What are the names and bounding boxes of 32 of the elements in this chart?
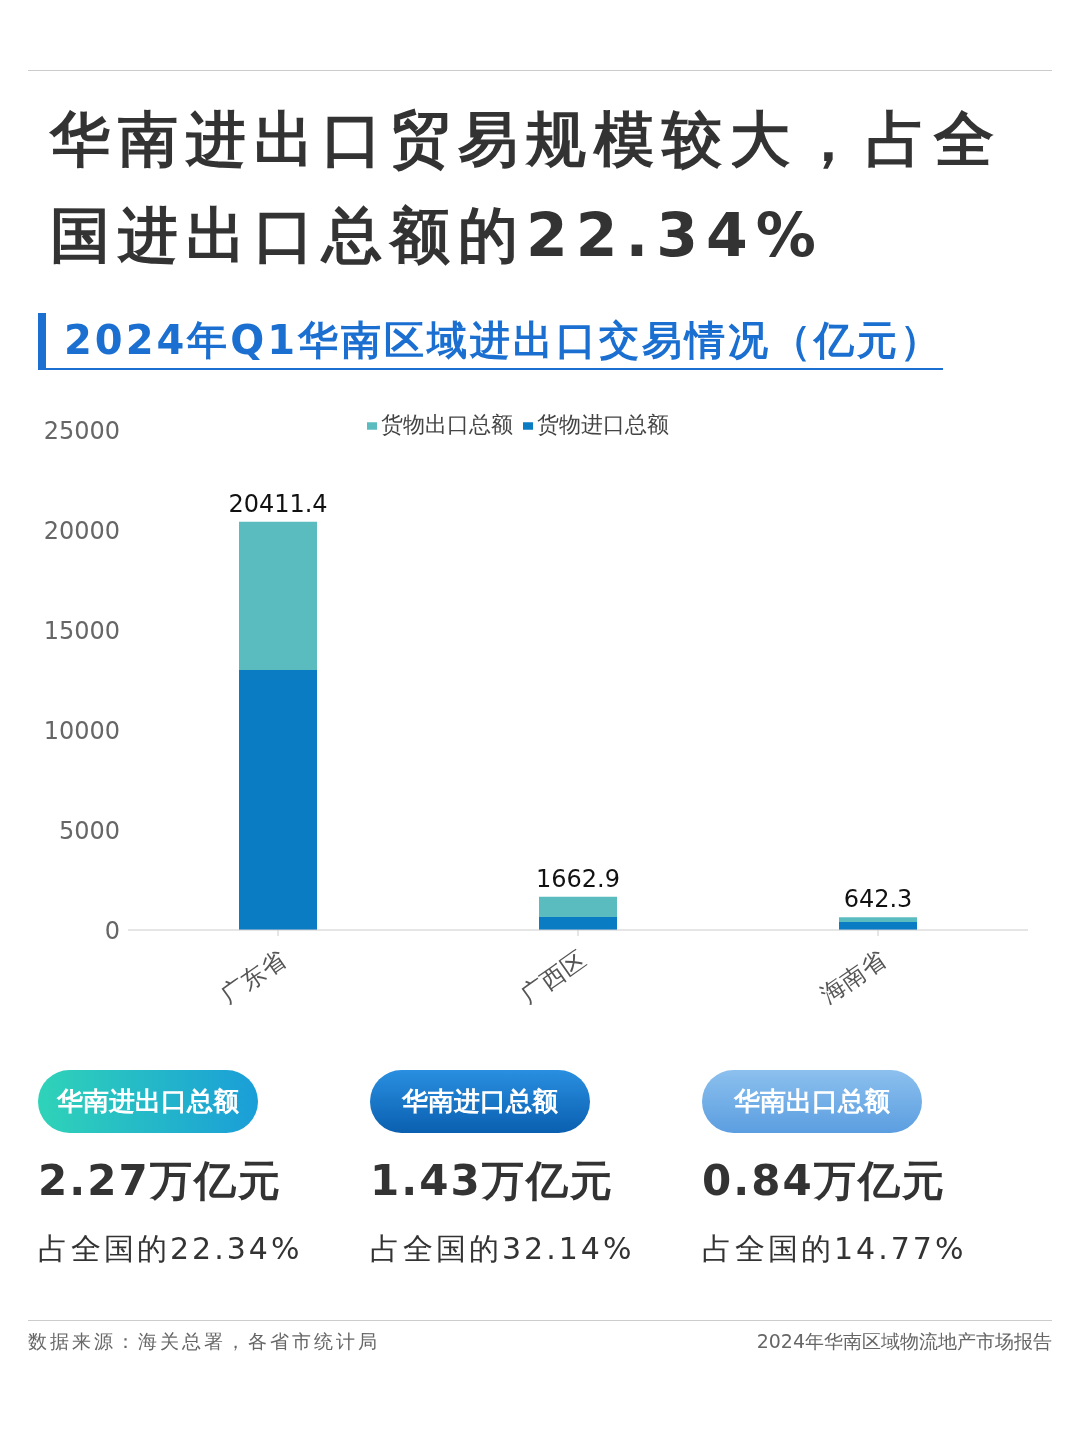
text: 0.84万亿元 bbox=[702, 1155, 947, 1207]
y-tick-label: 5000 bbox=[58, 816, 120, 845]
y-tick-label: 10000 bbox=[43, 716, 120, 745]
y-tick-label: 25000 bbox=[43, 416, 120, 445]
total-label: 20411.4 bbox=[228, 489, 328, 518]
text: 2.27万亿元 bbox=[38, 1155, 283, 1207]
text: 2024年华南区域物流地产市场报告 bbox=[756, 1329, 1052, 1354]
chart-subtitle: 2024年Q1华南区域进出口交易情况（亿元） bbox=[38, 313, 944, 370]
text: 华南进出口总额 bbox=[38, 1070, 258, 1133]
text: 占全国的32.14% bbox=[370, 1230, 636, 1268]
text: 占全国的14.77% bbox=[702, 1230, 968, 1268]
bar bbox=[539, 896, 617, 917]
source-note: 数据来源：海关总署，各省市统计局 bbox=[28, 1329, 380, 1354]
text: 占全国的22.34% bbox=[38, 1230, 304, 1268]
total-label: 642.3 bbox=[843, 885, 913, 914]
bar bbox=[239, 521, 317, 670]
x-tick-label: 海南省 bbox=[815, 945, 891, 1010]
legend-label: 货物进口总额 bbox=[537, 412, 669, 437]
chart-title: 华南进出口贸易规模较大，占全国进出口总额的22.34% bbox=[48, 103, 1003, 272]
bar bbox=[839, 917, 917, 922]
text: 华南出口总额 bbox=[702, 1070, 922, 1133]
text: 华南进口总额 bbox=[370, 1070, 590, 1133]
y-tick-label: 20000 bbox=[43, 516, 120, 545]
text: 1.43万亿元 bbox=[370, 1155, 615, 1207]
y-tick-label: 15000 bbox=[43, 616, 120, 645]
x-tick-label: 广西区 bbox=[515, 945, 591, 1010]
y-tick-label: 0 bbox=[104, 916, 120, 945]
total-label: 1662.9 bbox=[536, 864, 620, 893]
legend-label: 货物出口总额 bbox=[381, 412, 513, 437]
x-tick-label: 广东省 bbox=[215, 945, 291, 1010]
bar bbox=[539, 917, 617, 930]
bar bbox=[239, 670, 317, 930]
